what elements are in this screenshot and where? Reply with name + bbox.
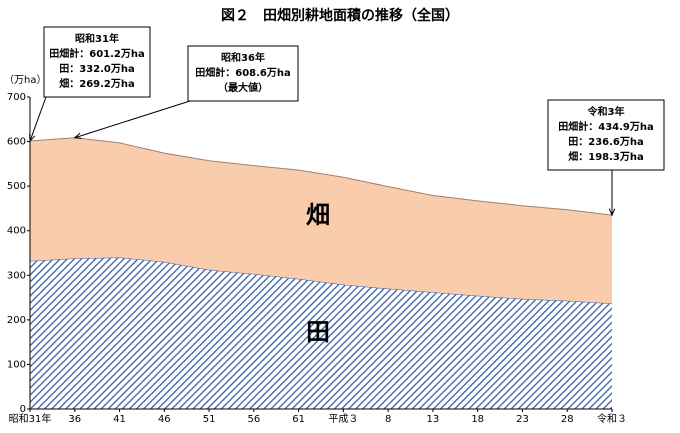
x-tick-label: 36 (68, 414, 81, 425)
annotation-text: （最大値） (218, 81, 268, 94)
x-tick-label: 昭和31年 (9, 412, 52, 425)
x-tick-label: 13 (427, 414, 440, 425)
y-tick-label: 700 (7, 92, 26, 103)
arrow-head (29, 134, 36, 143)
annotation-text: 昭和36年 (221, 51, 265, 64)
x-tick-label: 56 (247, 414, 260, 425)
x-tick-label: 平成３ (328, 413, 358, 425)
x-tick-label: 18 (471, 414, 484, 425)
x-tick-label: 23 (516, 414, 529, 425)
annotation-text: 田：236.6万ha (568, 136, 644, 148)
area-label: 田 (306, 318, 330, 346)
x-tick-label: 51 (203, 414, 216, 425)
x-tick-label: 28 (561, 414, 574, 425)
arrow-head (608, 208, 616, 217)
y-axis-label: （万ha） (4, 74, 46, 86)
area-label: 畑 (306, 201, 330, 229)
area-edge (29, 256, 613, 305)
y-tick-label: 500 (7, 181, 26, 192)
annotation-text: 畑：198.3万ha (568, 150, 644, 163)
y-tick-label: 400 (7, 226, 26, 237)
y-tick-label: 100 (7, 359, 26, 370)
x-tick-label: 46 (158, 414, 171, 425)
area-edge (29, 137, 613, 216)
annotation-text: 昭和31年 (75, 32, 119, 45)
y-tick-label: 0 (20, 404, 26, 415)
annotation-arrow (74, 100, 191, 139)
x-tick-label: 61 (292, 414, 305, 425)
area (30, 137, 612, 304)
annotation-text: 畑：269.2万ha (59, 77, 135, 90)
chart-title: 図２ 田畑別耕地面積の推移（全国） (221, 7, 459, 24)
y-tick-label: 200 (7, 315, 26, 326)
annotation-text: 田畑計：608.6万ha (195, 66, 291, 79)
annotation-box (43, 26, 151, 98)
x-tick-label: 41 (113, 414, 126, 425)
x-tick-label: 8 (385, 414, 391, 425)
annotation-text: 田：332.0万ha (59, 63, 135, 75)
y-tick-label: 600 (7, 137, 26, 148)
annotation-text: 田畑計：601.2万ha (49, 47, 145, 60)
annotation-arrow (29, 96, 47, 142)
annotation-box (187, 45, 299, 102)
annotation-box (547, 99, 665, 171)
annotation-text: 令和3年 (587, 105, 625, 118)
y-tick-label: 300 (7, 270, 26, 281)
x-tick-label: 令和３ (597, 412, 627, 425)
arrow-head (73, 132, 82, 139)
annotation-text: 田畑計：434.9万ha (558, 120, 654, 133)
